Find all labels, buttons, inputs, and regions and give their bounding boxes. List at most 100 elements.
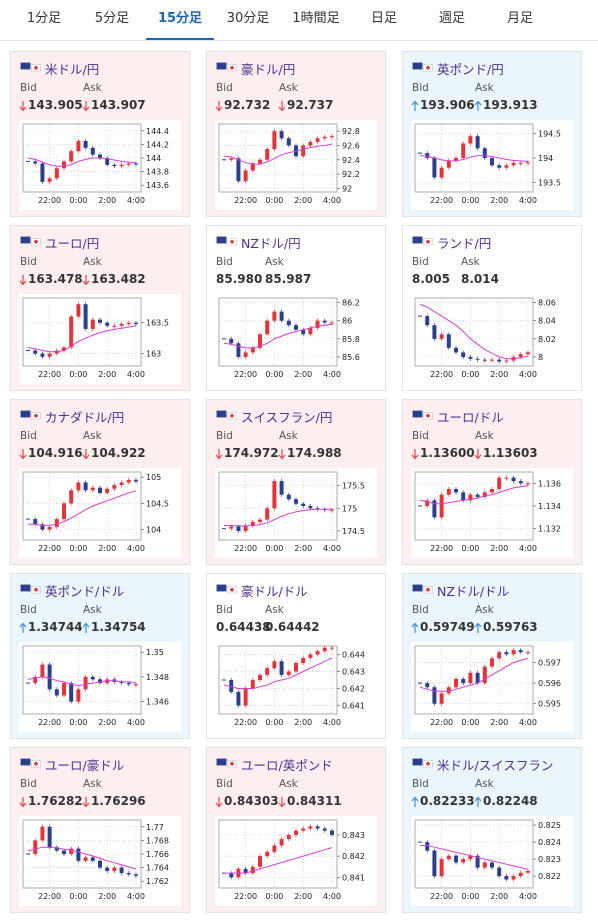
arrow-shape (19, 797, 27, 808)
x-tick-label: 2:00 (294, 544, 312, 553)
tab[interactable]: 月足 (506, 11, 533, 26)
pair-name[interactable]: ユーロ/ドル (437, 410, 504, 425)
rate-panel[interactable]: ユーロ/豪ドル Bid Ask 1.76282 1.76296 1.762 1.764 1.7… (10, 747, 190, 913)
candle (525, 871, 530, 873)
x-tick-label: 22:00 (38, 370, 61, 379)
candle (425, 842, 430, 851)
pair-name[interactable]: 豪ドル/円 (241, 62, 296, 77)
tab[interactable]: 日足 (370, 11, 397, 26)
bid-value: 85.980 (216, 272, 263, 286)
candle (40, 664, 45, 677)
candle (229, 158, 234, 160)
candle (47, 353, 52, 357)
y-tick-label: 0.597 (538, 658, 561, 667)
y-tick-label: 0.823 (538, 855, 561, 864)
flag-icon (20, 584, 41, 594)
x-tick-label: 22:00 (430, 544, 453, 553)
change-arrow (215, 101, 223, 112)
flag-dot (426, 587, 430, 592)
pair-name[interactable]: ユーロ/円 (45, 236, 100, 251)
rate-panel[interactable]: ユーロ/円 Bid Ask 163.478 163.482 163 163.5 22:00 0:… (10, 225, 190, 391)
pair-name[interactable]: 英ポンド/円 (437, 62, 504, 77)
ask-label: Ask (83, 430, 102, 442)
tab[interactable]: 1分足 (26, 11, 62, 26)
bid-label: Bid (412, 430, 429, 442)
pair-name[interactable]: ユーロ/豪ドル (45, 758, 125, 773)
x-tick-label: 22:00 (234, 196, 257, 205)
candle (76, 304, 81, 317)
y-tick-label: 0.642 (342, 685, 365, 694)
flag-icon (412, 584, 433, 594)
candle (76, 848, 81, 861)
y-tick-label: 1.136 (538, 479, 561, 488)
candle (47, 664, 52, 690)
flag (412, 410, 423, 418)
pair-name[interactable]: ランド/円 (437, 236, 492, 251)
x-tick-label: 22:00 (430, 718, 453, 727)
candle (468, 672, 473, 684)
tab[interactable]: 1時間足 (292, 11, 340, 26)
y-tick-label: 1.134 (538, 502, 561, 511)
rate-panel[interactable]: 米ドル/円 Bid Ask 143.905 143.907 143.6 143.8 144 14… (10, 51, 190, 217)
tab[interactable]: 15分足 (146, 0, 214, 40)
pair-name[interactable]: 米ドル/円 (45, 62, 100, 77)
rate-panel[interactable]: 英ポンド/円 Bid Ask 193.906 193.913 193.5 194 194.5 2… (402, 51, 582, 217)
ask-label: Ask (83, 778, 102, 790)
tab[interactable]: 30分足 (226, 11, 270, 26)
candle (461, 678, 466, 684)
bid-value: 0.82233 (420, 794, 475, 808)
arrow-shape (19, 101, 27, 112)
rate-panel[interactable]: ユーロ/ドル Bid Ask 1.13600 1.13603 1.132 1.134 1.13… (402, 399, 582, 565)
candle (236, 343, 241, 357)
rate-panel[interactable]: ユーロ/英ポンド Bid Ask 0.84303 0.84311 0.841 0.842 0.… (206, 747, 386, 913)
rate-panel[interactable]: ランド/円 Bid Ask 8.005 8.014 8 8.02 8.04 8.06 22:00 0… (402, 225, 582, 391)
candle (461, 859, 466, 863)
x-tick-label: 22:00 (234, 718, 257, 727)
change-arrow (19, 449, 27, 460)
ask-value: 92.737 (287, 98, 334, 112)
candle (119, 164, 124, 167)
candle (258, 334, 263, 348)
candle (308, 654, 313, 658)
pair-name[interactable]: NZドル/ドル (437, 584, 510, 599)
change-arrow (474, 100, 482, 111)
y-tick-label: 194 (538, 154, 553, 163)
pair-name[interactable]: カナダドル/円 (45, 410, 125, 425)
candle (279, 839, 284, 846)
pair-name[interactable]: 豪ドル/ドル (241, 584, 308, 599)
candle (279, 311, 284, 321)
candle (126, 683, 131, 685)
pair-name[interactable]: ユーロ/英ポンド (241, 758, 333, 773)
candle (250, 347, 255, 353)
rate-panel[interactable]: NZドル/ドル Bid Ask 0.59749 0.59763 0.595 0.596 0.5… (402, 573, 582, 739)
rate-panel[interactable]: 米ドル/スイスフラン Bid Ask 0.82233 0.82248 0.822 0.823… (402, 747, 582, 913)
rate-panel[interactable]: NZドル/円 Bid Ask 85.980 85.987 85.6 85.8 86 86.2 22… (206, 225, 386, 391)
y-tick-label: 1.764 (146, 864, 169, 873)
moving-average (28, 490, 137, 526)
flag-icon (20, 236, 41, 246)
bid-value: 0.59749 (420, 620, 475, 634)
rate-panel[interactable]: 豪ドル/円 Bid Ask 92.732 92.737 92 92.2 92.4 92.6 92.… (206, 51, 386, 217)
rate-panel[interactable]: スイスフラン/円 Bid Ask 174.972 174.988 174.5 175 175.… (206, 399, 386, 565)
tab[interactable]: 週足 (438, 11, 465, 26)
candle (33, 519, 38, 525)
ask-label: Ask (279, 430, 298, 442)
pair-name[interactable]: スイスフラン/円 (241, 410, 333, 425)
pair-name[interactable]: 米ドル/スイスフラン (437, 758, 554, 773)
tab[interactable]: 5分足 (94, 11, 130, 26)
pair-name[interactable]: 英ポンド/ドル (45, 584, 125, 599)
rate-panel[interactable]: 豪ドル/ドル Bid Ask 0.64438 0.64442 0.641 0.642 0.64… (206, 573, 386, 739)
candle (69, 316, 74, 348)
x-tick-label: 0:00 (265, 370, 283, 379)
x-tick-label: 0:00 (265, 196, 283, 205)
candle (83, 482, 88, 491)
x-tick-label: 2:00 (98, 718, 116, 727)
tab-bar: 1分足 5分足 15分足 30分足 1時間足 日足 週足 月足 (0, 0, 598, 41)
pair-name[interactable]: NZドル/円 (241, 236, 301, 251)
x-tick-label: 22:00 (38, 718, 61, 727)
rate-panel[interactable]: カナダドル/円 Bid Ask 104.916 104.922 104 104.5 105 22… (10, 399, 190, 565)
rate-panel[interactable]: 英ポンド/ドル Bid Ask 1.34744 1.34754 1.346 1.348 1.3… (10, 573, 190, 739)
candle (90, 319, 95, 329)
candle (329, 509, 334, 511)
x-tick-label: 0:00 (265, 892, 283, 901)
